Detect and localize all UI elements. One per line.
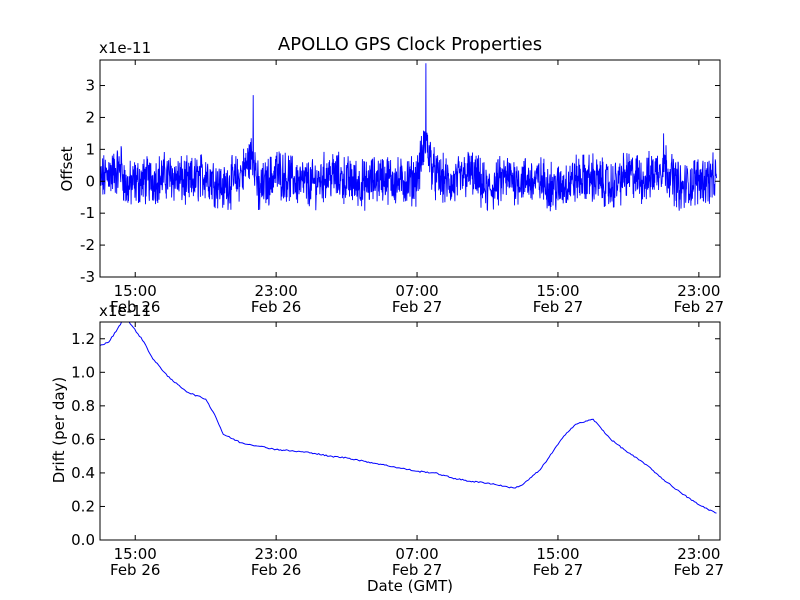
drift-ylabel: Drift (per day)	[50, 377, 68, 484]
drift-axes-frame	[99, 321, 721, 541]
drift-series-line	[100, 322, 717, 514]
offset-ytick-label: 0	[85, 172, 95, 190]
offset-ytick-label: 3	[85, 77, 95, 95]
offset-multiplier-label: x1e-11	[99, 39, 151, 57]
drift-ytick-label: 0.6	[71, 430, 95, 448]
drift-xtick-time: 23:00	[255, 545, 298, 563]
offset-xtick-date: Feb 27	[674, 298, 724, 316]
offset-series-line	[100, 63, 717, 212]
drift-ytick-label: 1.0	[71, 363, 95, 381]
offset-xtick-date: Feb 27	[533, 298, 583, 316]
drift-xtick-date: Feb 26	[110, 561, 160, 579]
offset-axes-frame	[99, 59, 721, 278]
offset-ytick-label: -2	[80, 236, 95, 254]
offset-ytick-label: 2	[85, 108, 95, 126]
drift-xtick-date: Feb 27	[674, 561, 724, 579]
offset-ylabel: Offset	[58, 146, 76, 191]
drift-ytick-label: 1.2	[71, 330, 95, 348]
drift-ytick-label: 0.4	[71, 464, 95, 482]
drift-xtick-date: Feb 26	[251, 561, 301, 579]
drift-ytick-label: 0.8	[71, 397, 95, 415]
offset-xtick-time: 15:00	[114, 282, 157, 300]
offset-xtick-time: 23:00	[677, 282, 720, 300]
drift-xtick-time: 15:00	[536, 545, 579, 563]
drift-xtick-date: Feb 27	[533, 561, 583, 579]
drift-xtick-time: 23:00	[677, 545, 720, 563]
offset-xtick-time: 23:00	[255, 282, 298, 300]
offset-xtick-time: 07:00	[395, 282, 438, 300]
offset-ytick-label: 1	[85, 140, 95, 158]
offset-xtick-date: Feb 26	[251, 298, 301, 316]
drift-xtick-time: 15:00	[114, 545, 157, 563]
offset-ytick-label: -3	[80, 268, 95, 286]
drift-multiplier-label: x1e-11	[99, 302, 151, 320]
drift-xtick-time: 07:00	[395, 545, 438, 563]
drift-panel: x1e-11 Drift (per day) Date (GMT) 0.0 0.2…	[50, 302, 724, 595]
drift-xlabel: Date (GMT)	[367, 577, 453, 595]
chart-title: APOLLO GPS Clock Properties	[278, 34, 542, 55]
drift-xtick-date: Feb 27	[392, 561, 442, 579]
offset-xtick-date: Feb 26	[110, 298, 160, 316]
offset-xtick-time: 15:00	[536, 282, 579, 300]
drift-ytick-label: 0.2	[71, 497, 95, 515]
drift-ytick-label: 0.0	[71, 531, 95, 549]
offset-xtick-date: Feb 27	[392, 298, 442, 316]
offset-ytick-label: -1	[80, 204, 95, 222]
